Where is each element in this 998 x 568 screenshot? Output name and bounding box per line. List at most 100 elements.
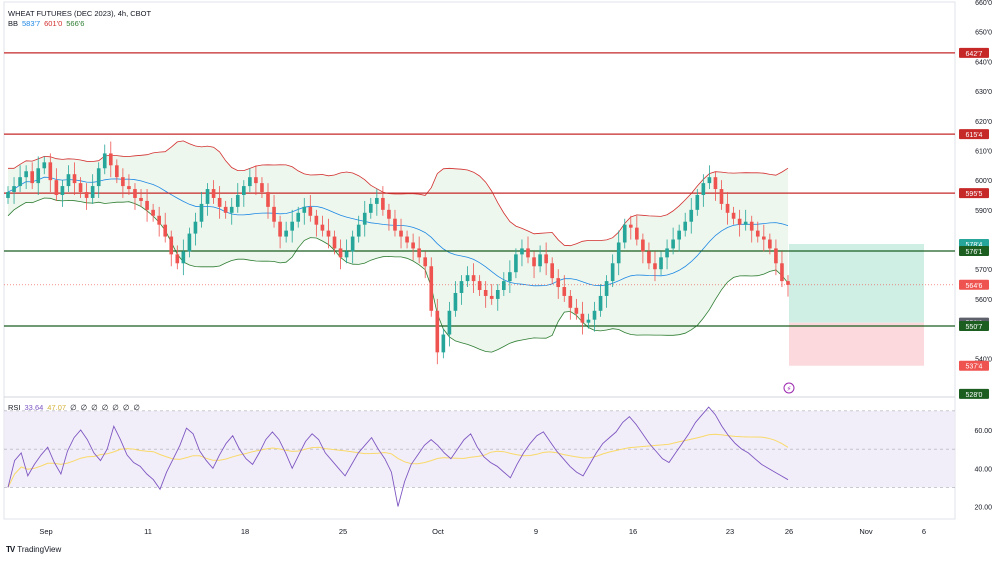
candle-body <box>580 313 585 323</box>
tradingview-brand[interactable]: TV TradingView <box>6 545 61 554</box>
take-profit-zone <box>789 243 924 323</box>
candle-body <box>217 197 222 207</box>
rsi-indicator-legend[interactable]: RSI 33.64 47.07 ∅ ∅ ∅ ∅ ∅ ∅ ∅ <box>8 403 144 412</box>
candle-body <box>30 171 34 184</box>
candle-body <box>725 203 730 213</box>
candle-body <box>362 212 367 225</box>
candle-body <box>659 257 663 270</box>
candle-body <box>514 254 518 273</box>
candle-body <box>181 251 186 264</box>
tradingview-logo-icon: TV <box>6 545 15 554</box>
candle-body <box>199 203 204 222</box>
price-tick-label: 630'0 <box>975 89 992 96</box>
rsi-tick-label: 40.00 <box>974 466 992 473</box>
candle-body <box>483 290 488 296</box>
bb-label: BB <box>8 19 19 28</box>
candle-body <box>18 177 22 187</box>
candle-body <box>665 248 669 258</box>
candle-body <box>260 183 264 193</box>
candle-body <box>6 192 10 198</box>
candle-body <box>314 215 319 225</box>
candle-body <box>278 221 282 237</box>
candle-body <box>350 236 355 252</box>
time-tick-label: 16 <box>629 527 637 536</box>
price-tick-label: 660'0 <box>975 0 992 7</box>
candle-body <box>24 171 28 178</box>
candle-body <box>707 177 712 184</box>
candle-body <box>719 189 724 204</box>
symbol-title: WHEAT FUTURES (DEC 2023), 4h, CBOT <box>8 9 152 18</box>
candle-body <box>471 275 476 282</box>
candle-body <box>749 221 754 231</box>
stop-loss-zone <box>789 322 924 366</box>
candle-body <box>610 263 615 282</box>
candle-body <box>302 206 307 213</box>
bb-basis-value: 583'7 <box>22 19 41 28</box>
candle-body <box>139 197 143 201</box>
candle-body <box>647 251 651 264</box>
price-tag-support <box>959 388 989 399</box>
candle-body <box>465 275 470 282</box>
price-tick-label: 610'0 <box>975 148 992 155</box>
price-tick-label: 620'0 <box>975 119 992 126</box>
candle-body <box>66 174 71 187</box>
candle-body <box>344 251 349 258</box>
candle-body <box>520 248 524 255</box>
candle-body <box>193 221 198 234</box>
price-tick-label: 540'0 <box>975 356 992 363</box>
candle-body <box>36 168 41 184</box>
candle-body <box>622 224 627 243</box>
candle-body <box>628 224 633 228</box>
candle-body <box>387 209 391 219</box>
candle-body <box>108 153 113 166</box>
candle-body <box>417 248 421 258</box>
candle-body <box>568 295 573 308</box>
bollinger-band-fill <box>8 140 788 353</box>
chart-border <box>3 1 956 520</box>
candle-body <box>235 194 240 207</box>
candle-body <box>653 263 657 270</box>
candle-body <box>163 224 168 237</box>
candle-body <box>780 263 784 282</box>
candle-body <box>441 334 446 353</box>
price-tag-resistance <box>959 129 989 140</box>
candle-body <box>604 281 609 296</box>
candle-body <box>375 197 379 204</box>
candle-body <box>326 230 331 237</box>
brand-name: TradingView <box>17 545 62 554</box>
rsi-ma-line <box>7 433 789 488</box>
candle-body <box>248 177 252 187</box>
price-tag-resistance <box>959 188 989 199</box>
candle-body <box>48 162 53 181</box>
candle-body <box>453 292 458 311</box>
candle-body <box>786 281 790 285</box>
candle-body <box>254 177 258 184</box>
lightning-glyph: ⚡ <box>787 385 792 393</box>
candle-body <box>296 212 301 222</box>
rsi-empty-3: ∅ <box>91 403 98 412</box>
candle-body <box>320 224 325 231</box>
rsi-empty-2: ∅ <box>80 403 88 412</box>
price-tick-label: 590'0 <box>975 208 992 215</box>
candle-body <box>229 206 234 213</box>
rsi-ma-value: 47.07 <box>47 403 67 412</box>
candle-body <box>211 189 216 198</box>
candle-body <box>435 310 440 353</box>
candle-body <box>332 236 337 249</box>
bb-indicator-legend[interactable]: BB 583'7 601'0 566'6 <box>8 19 88 28</box>
candle-body <box>175 254 180 264</box>
candle-body <box>641 239 645 252</box>
candle-body <box>284 230 288 237</box>
candle-body <box>556 278 561 288</box>
rsi-tick-label: 20.00 <box>974 505 992 512</box>
candle-body <box>671 239 675 249</box>
candle-body <box>308 206 313 216</box>
candle-body <box>169 236 174 255</box>
candle-body <box>701 183 706 195</box>
candle-body <box>12 186 16 193</box>
candle-body <box>586 319 591 323</box>
time-tick-label: 11 <box>144 527 152 536</box>
candle-body <box>205 189 210 204</box>
